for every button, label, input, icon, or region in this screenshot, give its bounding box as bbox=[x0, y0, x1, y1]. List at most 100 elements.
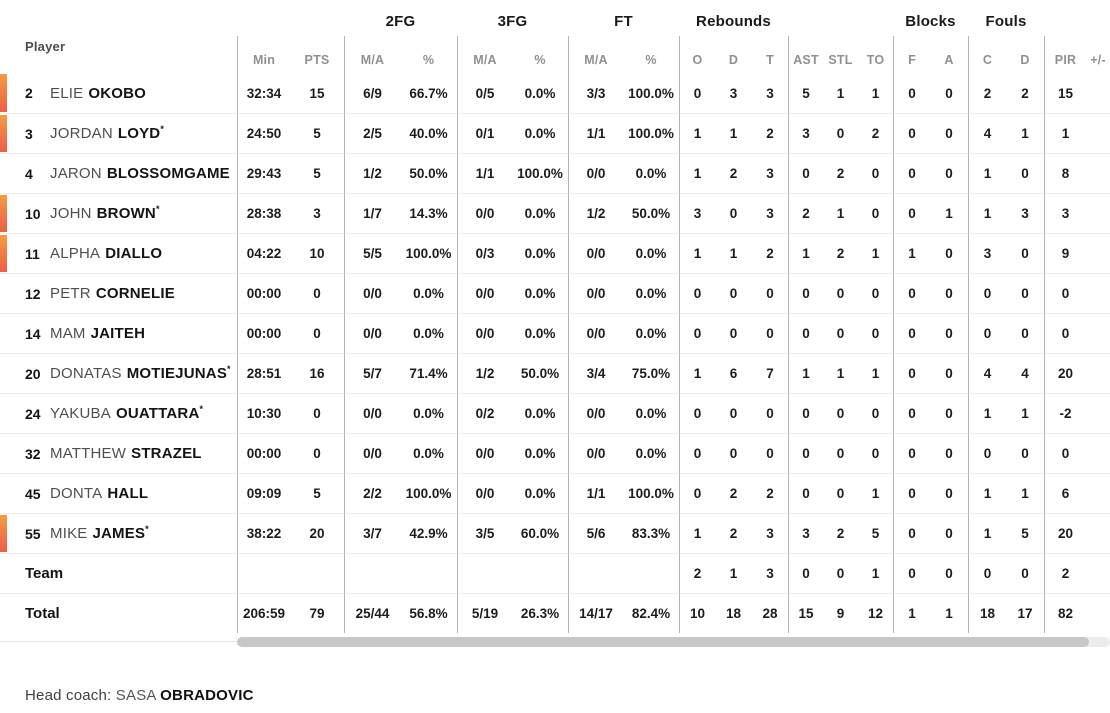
stat-pir: 82 bbox=[1044, 593, 1086, 633]
starter-mark: * bbox=[155, 204, 160, 214]
stat-2fg-ma: 5/5 bbox=[344, 233, 400, 273]
col-group-fouls: Fouls bbox=[985, 12, 1027, 30]
player-row[interactable]: 14 MAM JAITEH 00:00 0 0/0 0.0% 0/0 0.0% … bbox=[0, 313, 1110, 353]
stat-pir: 0 bbox=[1044, 433, 1086, 473]
stat-pts: 0 bbox=[290, 273, 344, 313]
col-header-reb-t: T bbox=[766, 53, 774, 67]
player-last-name-text: BROWN bbox=[96, 205, 156, 222]
horizontal-scrollbar-thumb[interactable] bbox=[237, 637, 1089, 647]
stat-reb-d: 2 bbox=[715, 513, 752, 553]
column-header-row: Player Min PTS M/A % M/A % M/A % O D T A… bbox=[0, 36, 1110, 73]
stat-foul-d: 1 bbox=[1006, 473, 1044, 513]
player-row[interactable]: 55 MIKE JAMES* 38:22 20 3/7 42.9% 3/5 60… bbox=[0, 513, 1110, 553]
stat-ast: 0 bbox=[788, 473, 823, 513]
stat-pts: 10 bbox=[290, 233, 344, 273]
player-first-name: DONATAS bbox=[50, 365, 122, 382]
player-row[interactable]: 10 JOHN BROWN* 28:38 3 1/7 14.3% 0/0 0.0… bbox=[0, 193, 1110, 233]
player-last-name: OKOBO bbox=[88, 85, 146, 102]
stat-3fg-ma: 0/0 bbox=[457, 473, 512, 513]
stat-reb-d: 18 bbox=[715, 593, 752, 633]
stat-plus-minus bbox=[1086, 513, 1110, 553]
stat-3fg-pct: 0.0% bbox=[512, 193, 568, 233]
stat-min bbox=[237, 553, 290, 593]
stat-blk-a: 0 bbox=[930, 353, 968, 393]
col-group-blocks: Blocks bbox=[905, 12, 956, 30]
stat-blk-f: 0 bbox=[893, 393, 930, 433]
stat-pts: 20 bbox=[290, 513, 344, 553]
stat-ft-pct: 0.0% bbox=[623, 153, 679, 193]
stat-2fg-pct: 56.8% bbox=[400, 593, 457, 633]
stat-reb-o: 1 bbox=[679, 353, 715, 393]
stat-reb-t: 3 bbox=[752, 153, 788, 193]
row-label: Team bbox=[25, 565, 64, 582]
player-cell: 14 MAM JAITEH bbox=[0, 313, 237, 353]
stat-ft-pct: 50.0% bbox=[623, 193, 679, 233]
player-cell: 3 JORDAN LOYD* bbox=[0, 113, 237, 153]
stat-reb-t: 28 bbox=[752, 593, 788, 633]
stat-stl: 1 bbox=[823, 193, 858, 233]
stat-foul-d: 0 bbox=[1006, 433, 1044, 473]
stat-reb-o: 0 bbox=[679, 313, 715, 353]
player-last-name-text: HALL bbox=[107, 485, 149, 502]
stat-ft-ma: 3/4 bbox=[568, 353, 623, 393]
stat-stl: 0 bbox=[823, 553, 858, 593]
stat-ast: 3 bbox=[788, 113, 823, 153]
stat-reb-o: 0 bbox=[679, 273, 715, 313]
stat-reb-d: 0 bbox=[715, 313, 752, 353]
stat-blk-a: 0 bbox=[930, 433, 968, 473]
team-row[interactable]: Team 2 1 3 0 0 1 0 0 0 0 2 bbox=[0, 553, 1110, 593]
stat-min: 00:00 bbox=[237, 433, 290, 473]
row-label: Total bbox=[25, 605, 60, 622]
stat-ast: 0 bbox=[788, 553, 823, 593]
player-row[interactable]: 11 ALPHA DIALLO 04:22 10 5/5 100.0% 0/3 … bbox=[0, 233, 1110, 273]
stat-2fg-pct: 0.0% bbox=[400, 393, 457, 433]
stat-3fg-pct: 0.0% bbox=[524, 85, 556, 101]
stat-pir: 0 bbox=[1044, 313, 1086, 353]
stat-blk-a: 0 bbox=[930, 273, 968, 313]
player-last-name-text: BLOSSOMGAME bbox=[106, 165, 230, 182]
total-row[interactable]: Total 206:59 79 25/44 56.8% 5/19 26.3% 1… bbox=[0, 593, 1110, 633]
stat-reb-d: 0 bbox=[715, 393, 752, 433]
jersey-number: 3 bbox=[25, 125, 33, 142]
player-row[interactable]: 4 JARON BLOSSOMGAME 29:43 5 1/2 50.0% 1/… bbox=[0, 153, 1110, 193]
player-last-name-text: JAMES bbox=[92, 525, 146, 542]
stat-pts: 16 bbox=[290, 353, 344, 393]
player-row[interactable]: 45 DONTA HALL 09:09 5 2/2 100.0% 0/0 0.0… bbox=[0, 473, 1110, 513]
stat-pir: 3 bbox=[1044, 193, 1086, 233]
stat-to: 1 bbox=[858, 473, 893, 513]
player-row[interactable]: 12 PETR CORNELIE 00:00 0 0/0 0.0% 0/0 0.… bbox=[0, 273, 1110, 313]
stat-3fg-pct: 0.0% bbox=[512, 473, 568, 513]
col-header-plus-minus: +/- bbox=[1090, 53, 1106, 67]
stat-3fg-ma: 0/5 bbox=[457, 73, 512, 113]
col-header-2fg-ma: M/A bbox=[344, 36, 400, 73]
head-coach-line: Head coach: SASA OBRADOVIC bbox=[25, 687, 254, 704]
jersey-number: 20 bbox=[25, 365, 41, 382]
stat-foul-d: 17 bbox=[1006, 593, 1044, 633]
starter-mark: * bbox=[227, 364, 231, 374]
stat-pts: 0 bbox=[290, 433, 344, 473]
player-cell: 2 ELIE OKOBO bbox=[0, 73, 237, 113]
stat-blk-f: 0 bbox=[893, 553, 930, 593]
player-row[interactable]: 2 ELIE OKOBO 32:34 15 6/9 66.7% 0/5 0.0%… bbox=[0, 73, 1110, 113]
stat-blk-f: 0 bbox=[893, 113, 930, 153]
column-group-header-row: 2FG 3FG FT Rebounds Blocks Fouls bbox=[0, 0, 1110, 36]
stat-reb-t: 7 bbox=[752, 353, 788, 393]
col-header-to: TO bbox=[866, 53, 885, 67]
player-row[interactable]: 32 MATTHEW STRAZEL 00:00 0 0/0 0.0% 0/0 … bbox=[0, 433, 1110, 473]
stat-3fg-ma: 0/0 bbox=[457, 433, 512, 473]
stat-min: 00:00 bbox=[237, 273, 290, 313]
stat-blk-a: 0 bbox=[930, 113, 968, 153]
jersey-number: 24 bbox=[25, 405, 41, 422]
player-row[interactable]: 3 JORDAN LOYD* 24:50 5 2/5 40.0% 0/1 0.0… bbox=[0, 113, 1110, 153]
stat-to: 0 bbox=[858, 433, 893, 473]
stat-pir: 6 bbox=[1044, 473, 1086, 513]
player-row[interactable]: 20 DONATAS MOTIEJUNAS* 28:51 16 5/7 71.4… bbox=[0, 353, 1110, 393]
player-first-name: MATTHEW bbox=[50, 445, 127, 462]
stat-to: 12 bbox=[858, 593, 893, 633]
stat-2fg-pct bbox=[400, 553, 457, 593]
col-header-stl: STL bbox=[828, 53, 853, 67]
stat-blk-f: 0 bbox=[893, 153, 930, 193]
stat-plus-minus bbox=[1086, 313, 1110, 353]
player-row[interactable]: 24 YAKUBA OUATTARA* 10:30 0 0/0 0.0% 0/2… bbox=[0, 393, 1110, 433]
stat-reb-d: 1 bbox=[715, 113, 752, 153]
